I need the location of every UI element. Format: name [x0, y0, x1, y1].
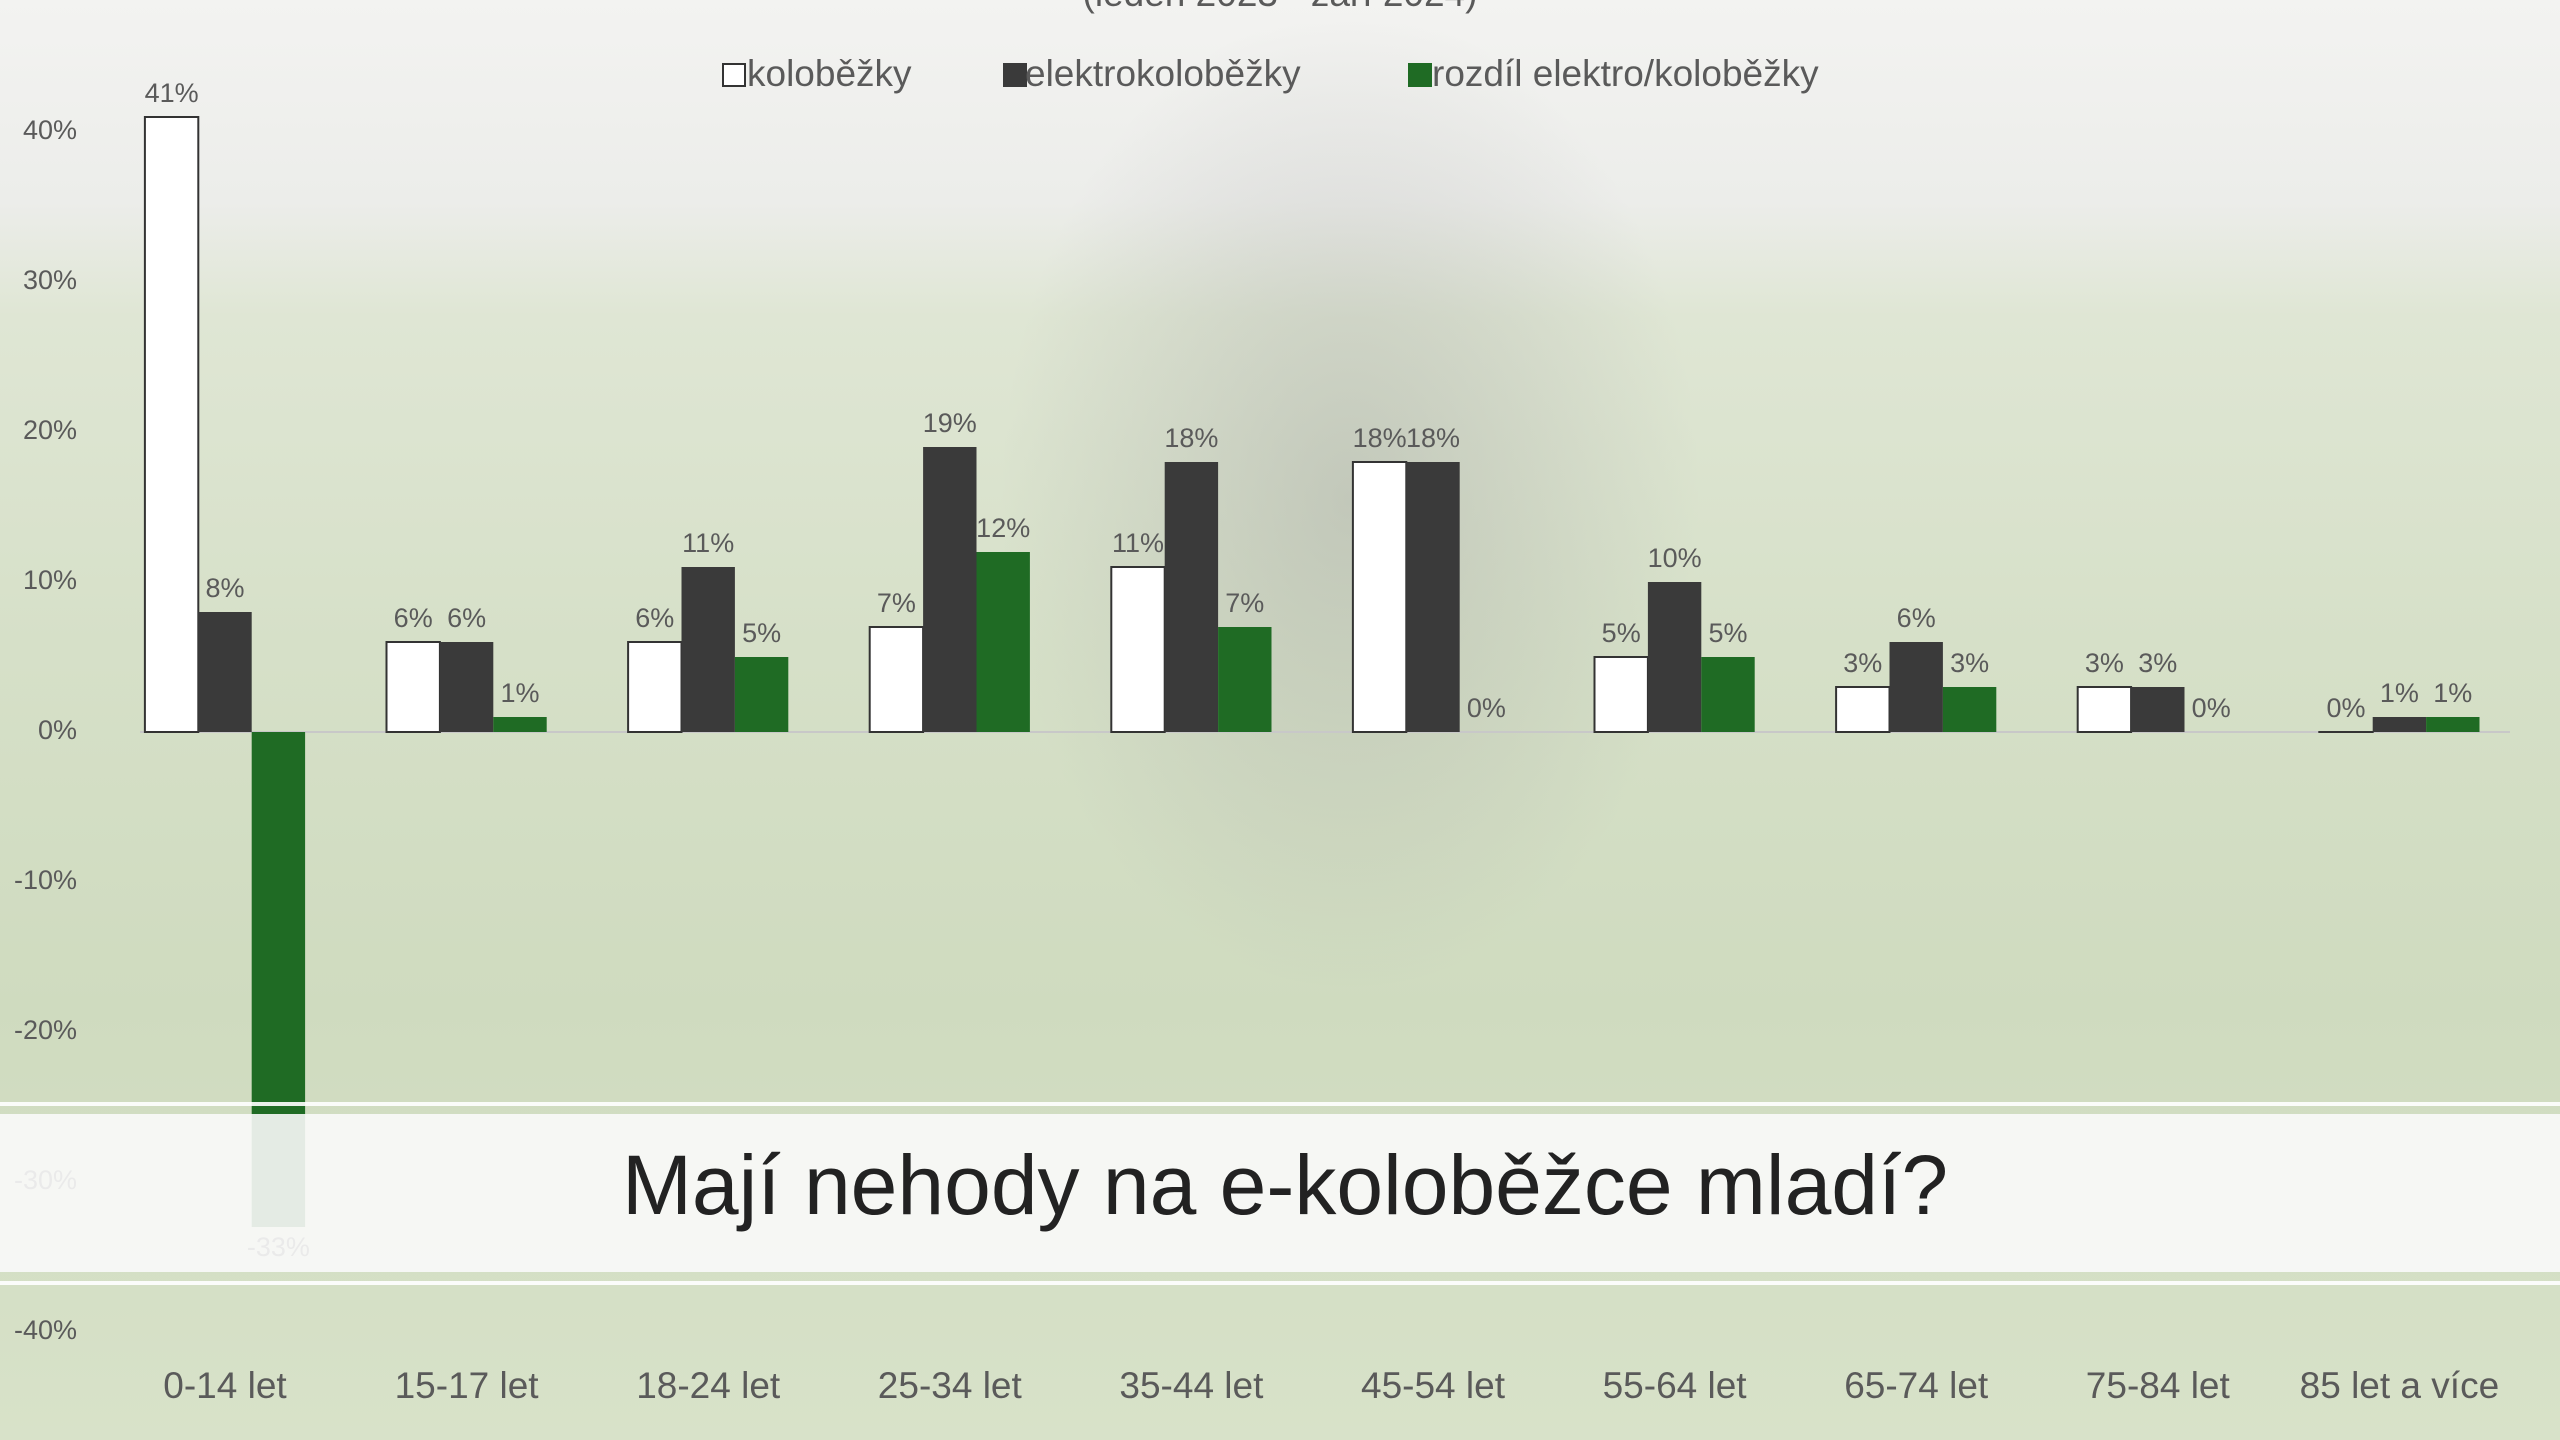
data-label: 6%: [394, 603, 433, 633]
data-label: 3%: [2085, 648, 2124, 678]
x-tick-label: 45-54 let: [1361, 1365, 1506, 1406]
bar: [2373, 717, 2426, 732]
legend-swatch: [1409, 64, 1431, 86]
data-label: 5%: [742, 618, 781, 648]
y-tick-label: 0%: [38, 715, 77, 745]
bar: [2131, 687, 2184, 732]
data-label: 6%: [635, 603, 674, 633]
x-tick-label: 15-17 let: [395, 1365, 540, 1406]
y-tick-label: -10%: [14, 865, 77, 895]
bar: [1701, 657, 1754, 732]
y-tick-label: -20%: [14, 1015, 77, 1045]
legend-label: koloběžky: [747, 53, 912, 94]
bar: [735, 657, 788, 732]
data-label: 1%: [2433, 678, 2472, 708]
banner-title: Mají nehody na e-koloběžce mladí?: [622, 1138, 1948, 1232]
bar: [145, 117, 198, 732]
data-label: 1%: [500, 678, 539, 708]
legend-label: elektrokoloběžky: [1025, 53, 1301, 94]
bar: [977, 552, 1030, 732]
bar: [1406, 462, 1459, 732]
data-label: 11%: [1112, 528, 1164, 558]
y-tick-label: 30%: [23, 265, 77, 295]
data-label: 41%: [145, 78, 199, 108]
x-tick-label: 85 let a více: [2300, 1365, 2500, 1406]
data-label: 5%: [1708, 618, 1747, 648]
y-tick-label: 10%: [23, 565, 77, 595]
x-tick-label: 55-64 let: [1603, 1365, 1748, 1406]
data-label: 0%: [2326, 693, 2365, 723]
bar: [1111, 567, 1164, 732]
bar: [2426, 717, 2479, 732]
bar: [493, 717, 546, 732]
legend-label: rozdíl elektro/koloběžky: [1432, 53, 1819, 94]
data-label: 0%: [1467, 693, 1506, 723]
data-label: 18%: [1406, 423, 1460, 453]
data-label: 18%: [1164, 423, 1218, 453]
data-label: 18%: [1353, 423, 1407, 453]
bar: [1218, 627, 1271, 732]
bar: [1165, 462, 1218, 732]
x-tick-label: 0-14 let: [163, 1365, 287, 1406]
data-label: 3%: [2138, 648, 2177, 678]
bar: [870, 627, 923, 732]
data-label: 6%: [1897, 603, 1936, 633]
data-label: 0%: [2192, 693, 2231, 723]
bar: [1943, 687, 1996, 732]
data-label: 6%: [447, 603, 486, 633]
bar: [2078, 687, 2131, 732]
bar: [1836, 687, 1889, 732]
data-label: 5%: [1602, 618, 1641, 648]
legend-swatch: [1004, 64, 1026, 86]
bar: [387, 642, 440, 732]
legend-swatch: [723, 64, 745, 86]
y-tick-label: 20%: [23, 415, 77, 445]
y-tick-label: 40%: [23, 115, 77, 145]
bar: [1595, 657, 1648, 732]
x-tick-label: 35-44 let: [1119, 1365, 1264, 1406]
data-label: 3%: [1843, 648, 1882, 678]
bar: [440, 642, 493, 732]
bar: [923, 447, 976, 732]
data-label: 12%: [976, 513, 1030, 543]
x-tick-label: 65-74 let: [1844, 1365, 1989, 1406]
bar: [1648, 582, 1701, 732]
x-tick-label: 75-84 let: [2086, 1365, 2231, 1406]
bar: [628, 642, 681, 732]
data-label: 19%: [923, 408, 977, 438]
data-label: 8%: [205, 573, 244, 603]
chart: (leden 2023 - září 2024) -40%-30%-20%-10…: [0, 0, 2560, 1440]
x-tick-label: 18-24 let: [636, 1365, 781, 1406]
data-label: 10%: [1648, 543, 1702, 573]
data-label: 7%: [1225, 588, 1264, 618]
data-label: 7%: [877, 588, 916, 618]
data-label: 3%: [1950, 648, 1989, 678]
data-label: 11%: [682, 528, 734, 558]
x-tick-label: 25-34 let: [878, 1365, 1023, 1406]
bar: [1890, 642, 1943, 732]
chart-subtitle: (leden 2023 - září 2024): [1083, 0, 1478, 14]
bar: [1353, 462, 1406, 732]
data-label: 1%: [2380, 678, 2419, 708]
bar: [682, 567, 735, 732]
y-tick-label: -40%: [14, 1315, 77, 1345]
bar: [198, 612, 251, 732]
